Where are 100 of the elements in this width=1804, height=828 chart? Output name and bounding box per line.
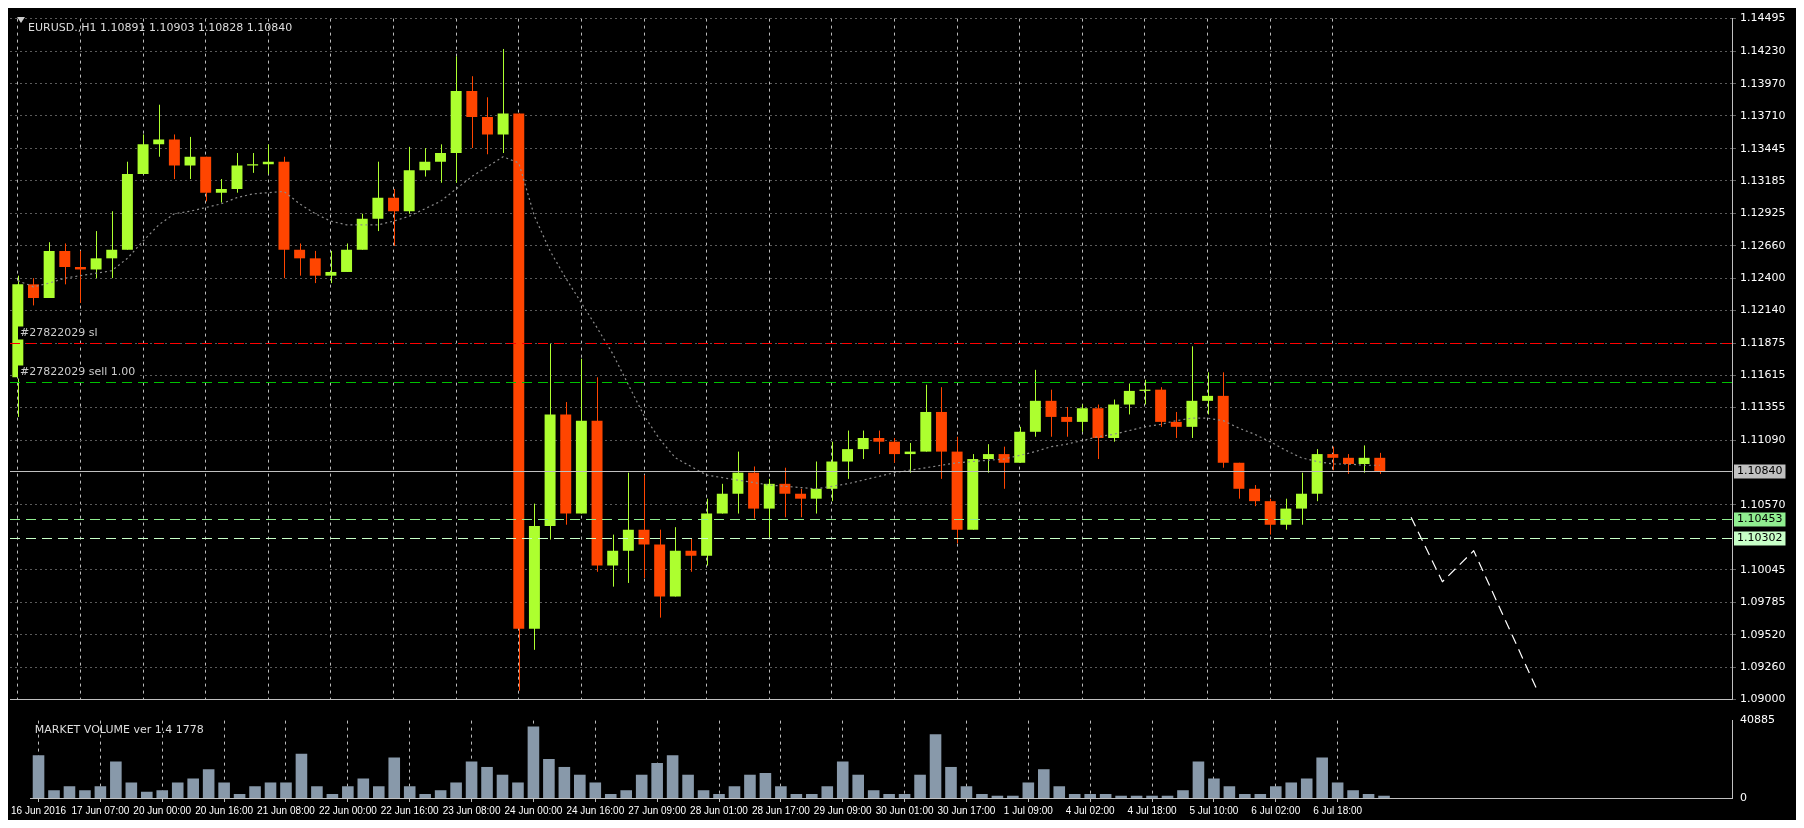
x-tick-label: 24 Jun 16:00	[566, 804, 625, 816]
x-tick-label: 4 Jul 18:00	[1127, 804, 1177, 816]
bar	[187, 778, 199, 798]
x-tick-label: 28 Jun 17:00	[751, 804, 811, 816]
bar	[1022, 782, 1035, 798]
candlestick	[795, 488, 807, 518]
x-tick-label: 6 Jul 18:00	[1313, 804, 1363, 816]
candlestick	[873, 430, 885, 455]
candlestick	[732, 451, 744, 515]
candlestick	[1123, 382, 1135, 415]
x-tick-label: 23 Jun 08:00	[442, 804, 501, 816]
candlestick	[1342, 453, 1354, 475]
bar	[976, 794, 988, 798]
bar	[883, 794, 895, 798]
x-tick-label: 1 Jul 09:00	[1003, 804, 1054, 816]
bar	[713, 794, 725, 798]
candlestick	[215, 178, 227, 204]
bar	[543, 759, 555, 798]
y-tick-label: 1.09520	[1740, 627, 1786, 641]
bar	[110, 761, 122, 798]
candlestick	[28, 277, 39, 306]
bar	[852, 774, 864, 798]
candlestick	[1202, 371, 1214, 415]
candlestick	[153, 104, 165, 158]
bar	[63, 786, 76, 798]
bar	[342, 786, 354, 798]
bar	[311, 786, 323, 798]
x-tick-label: 16 Jun 2016	[11, 804, 67, 816]
bar	[450, 782, 462, 798]
bar	[1068, 794, 1081, 798]
candlestick	[998, 446, 1010, 490]
y-tick-label: 1.11355	[1740, 400, 1786, 414]
bar	[125, 782, 138, 798]
bar	[1177, 790, 1189, 798]
bar	[233, 794, 246, 798]
candlestick	[1076, 404, 1088, 433]
bar	[790, 794, 803, 798]
candlestick	[622, 472, 634, 584]
bar	[1084, 794, 1096, 798]
candlestick	[1170, 411, 1182, 439]
y-tick-label: 1.12925	[1740, 205, 1786, 219]
bar	[620, 790, 633, 798]
x-tick-label: 5 Jul 10:00	[1189, 804, 1239, 816]
x-tick-label: 28 Jun 01:00	[690, 804, 749, 816]
bar	[806, 794, 818, 798]
bar	[512, 782, 524, 798]
bar	[759, 773, 772, 798]
chart-title: EURUSD.,H1 1.10891 1.10903 1.10828 1.10840	[28, 20, 293, 34]
y-tick-label: 1.13710	[1740, 108, 1786, 122]
bar	[945, 766, 957, 798]
y-tick-label: 1.13445	[1740, 141, 1786, 155]
bar	[218, 782, 230, 798]
x-tick-label: 4 Jul 02:00	[1065, 804, 1116, 816]
bar	[295, 753, 308, 798]
bar	[821, 786, 834, 798]
candlestick	[1045, 389, 1057, 438]
candlestick	[1264, 498, 1276, 536]
candlestick	[325, 250, 337, 284]
candlestick	[388, 188, 400, 247]
y-tick-label: 1.09000	[1740, 692, 1786, 706]
bar	[682, 774, 694, 798]
bar	[249, 786, 261, 798]
bar	[1192, 761, 1205, 798]
bar	[836, 761, 849, 798]
bar	[867, 790, 880, 798]
bar	[558, 766, 571, 798]
bar	[1146, 795, 1158, 798]
bar	[929, 734, 942, 798]
bar	[202, 769, 215, 798]
bar	[1347, 790, 1359, 798]
bar	[1115, 795, 1127, 798]
bar	[32, 755, 45, 798]
bar	[419, 794, 431, 798]
y-tick-label: 1.09785	[1740, 595, 1786, 608]
y-tick-label: 1.11615	[1740, 368, 1786, 382]
candlestick	[435, 143, 446, 184]
candlestick	[607, 534, 619, 588]
bar	[94, 786, 107, 798]
candlestick	[90, 230, 102, 279]
bar	[666, 755, 679, 798]
chart-title: MARKET VOLUME ver 1.4 1778	[34, 722, 204, 736]
y-tick-label: 1.14230	[1740, 44, 1786, 58]
bar	[388, 757, 401, 798]
candlestick	[481, 96, 493, 155]
candlestick	[685, 537, 697, 573]
bar	[1285, 782, 1298, 798]
y-tick-label: 1.13185	[1740, 173, 1786, 187]
x-tick-label: 27 Jun 09:00	[628, 804, 687, 816]
bar	[326, 794, 339, 798]
y-tick-label: 1.09260	[1740, 660, 1786, 674]
bar	[1223, 786, 1236, 798]
ref-line-label: #27822029 sl	[20, 325, 98, 339]
bar	[1053, 786, 1066, 798]
x-tick-label: 20 Jun 16:00	[195, 804, 254, 816]
candlestick	[294, 242, 306, 277]
bar	[589, 782, 602, 798]
ref-line-label: 1.10302	[1737, 531, 1783, 545]
candlestick	[810, 461, 822, 515]
x-tick-label: 22 Jun 00:00	[318, 804, 378, 816]
x-tick-label: 30 Jun 17:00	[937, 804, 996, 816]
